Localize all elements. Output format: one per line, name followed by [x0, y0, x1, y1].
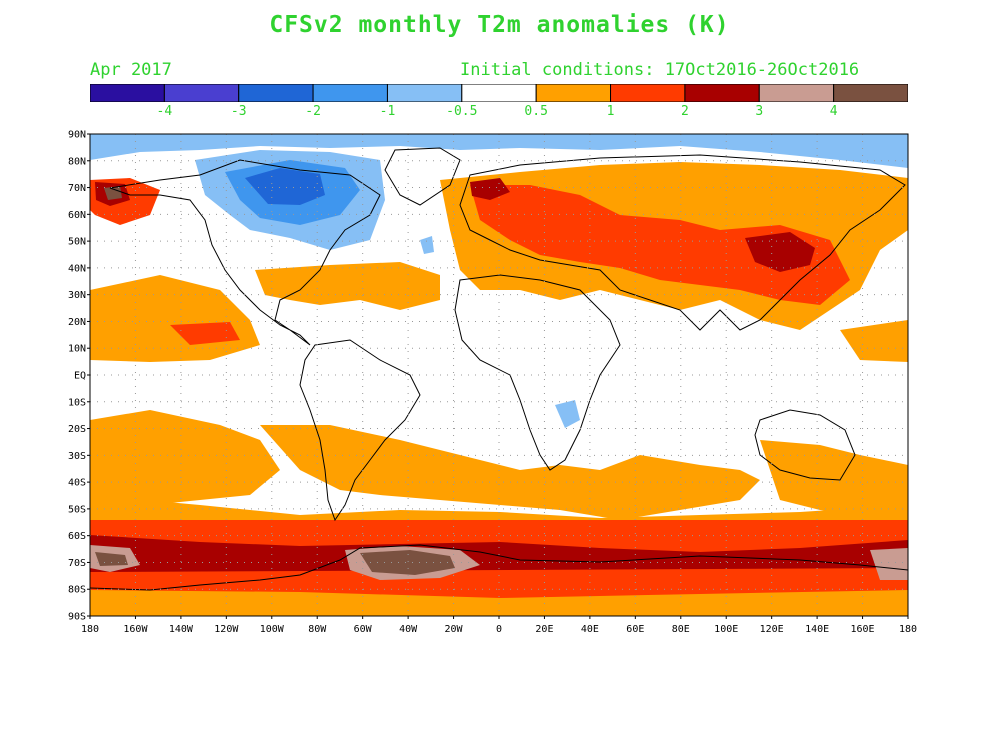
latitude-tick-label: 20N [68, 317, 86, 328]
longitude-tick-label: 100E [714, 624, 738, 635]
latitude-tick-label: 40N [68, 263, 86, 274]
longitude-tick-label: 180 [81, 624, 99, 635]
latitude-tick-label: 50N [68, 237, 86, 248]
colorbar-bin [685, 84, 759, 102]
latitude-tick-label: 90N [68, 130, 86, 141]
colorbar-label: -2 [305, 104, 321, 119]
longitude-tick-label: 160E [851, 624, 875, 635]
longitude-tick-label: 140E [805, 624, 829, 635]
valid-month: Apr 2017 [90, 60, 172, 80]
latitude-tick-label: 80S [68, 585, 86, 596]
latitude-axis: 90N 80N 70N 60N 50N 40N 30N 20N 10N EQ 10S 20S 30S 40… [68, 130, 90, 623]
latitude-tick-label: 30N [68, 290, 86, 301]
colorbar-label: 1 [607, 104, 615, 119]
latitude-tick-label: 90S [68, 612, 86, 623]
latitude-tick-label: 60S [68, 531, 86, 542]
latitude-tick-label: 30S [68, 451, 86, 462]
colorbar-bin [239, 84, 313, 102]
colorbar-bin [611, 84, 685, 102]
colorbar-label: -4 [157, 104, 173, 119]
chart-title: CFSv2 monthly T2m anomalies (K) [0, 12, 999, 38]
latitude-tick-label: 10N [68, 344, 86, 355]
latitude-tick-label: 10S [68, 397, 86, 408]
colorbar-bin [834, 84, 908, 102]
longitude-tick-label: 80E [672, 624, 690, 635]
latitude-tick-label: 80N [68, 156, 86, 167]
longitude-tick-label: 120W [214, 624, 239, 635]
latitude-tick-label: EQ [74, 371, 86, 382]
longitude-axis: 180 160W 140W 120W 100W 80W 60W 40W 20W 0 20E 40E 60… [81, 616, 917, 635]
colorbar [90, 84, 908, 102]
colorbar-bin [462, 84, 536, 102]
colorbar-label: 3 [755, 104, 763, 119]
longitude-tick-label: 40E [581, 624, 599, 635]
initial-conditions: Initial conditions: 17Oct2016-26Oct2016 [460, 60, 859, 80]
colorbar-label: -1 [380, 104, 396, 119]
longitude-tick-label: 160W [123, 624, 148, 635]
latitude-tick-label: 70S [68, 558, 86, 569]
colorbar-bin [313, 84, 387, 102]
colorbar-label: 2 [681, 104, 689, 119]
latitude-tick-label: 50S [68, 504, 86, 515]
colorbar-label: -0.5 [446, 104, 477, 119]
colorbar-label: 0.5 [524, 104, 547, 119]
longitude-tick-label: 80W [308, 624, 327, 635]
colorbar-bin [759, 84, 833, 102]
anomaly-map: 90N 80N 70N 60N 50N 40N 30N 20N 10N EQ 10S 20S 30S 40… [0, 120, 999, 640]
colorbar-bin [90, 84, 164, 102]
colorbar-bin [536, 84, 610, 102]
longitude-tick-label: 100W [260, 624, 285, 635]
colorbar-label: -3 [231, 104, 247, 119]
colorbar-label: 4 [830, 104, 838, 119]
latitude-tick-label: 40S [68, 478, 86, 489]
latitude-tick-label: 20S [68, 424, 86, 435]
longitude-tick-label: 0 [496, 624, 502, 635]
colorbar-bin [387, 84, 461, 102]
colorbar-bin [164, 84, 238, 102]
longitude-tick-label: 40W [399, 624, 418, 635]
longitude-tick-label: 140W [169, 624, 194, 635]
longitude-tick-label: 60E [626, 624, 644, 635]
longitude-tick-label: 20W [445, 624, 464, 635]
longitude-tick-label: 20E [535, 624, 553, 635]
longitude-tick-label: 120E [760, 624, 784, 635]
longitude-tick-label: 60W [354, 624, 373, 635]
latitude-tick-label: 70N [68, 183, 86, 194]
latitude-tick-label: 60N [68, 210, 86, 221]
longitude-tick-label: 180 [899, 624, 917, 635]
